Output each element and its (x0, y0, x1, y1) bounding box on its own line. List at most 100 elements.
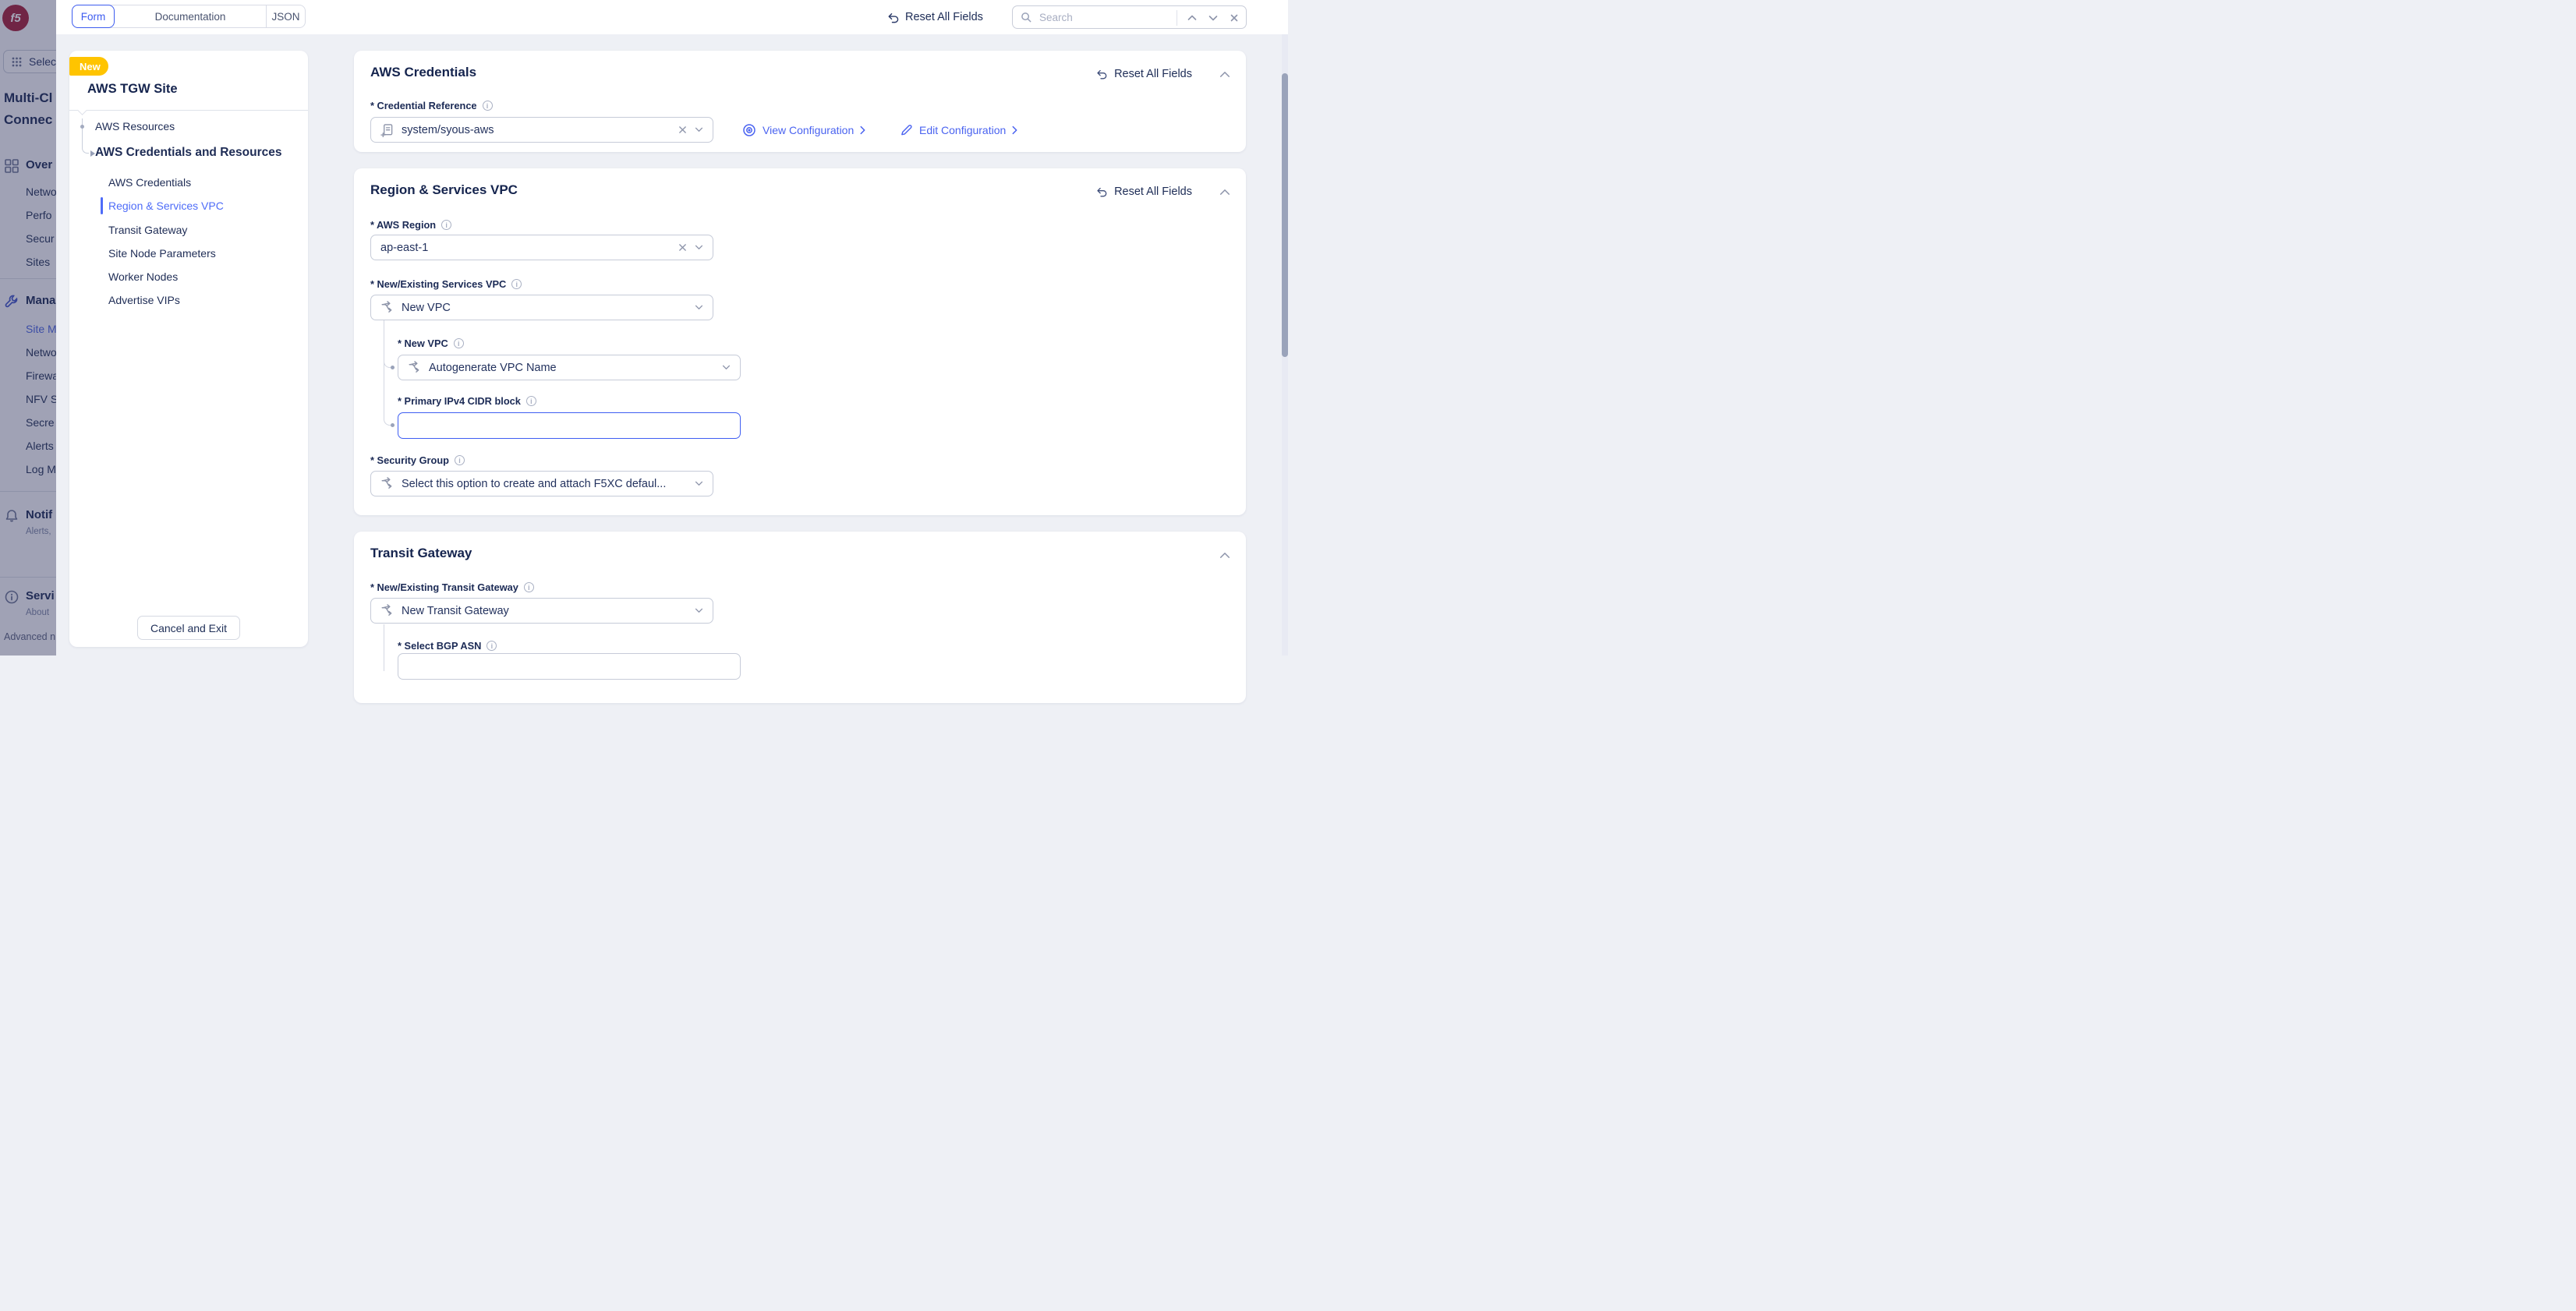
info-icon[interactable] (482, 101, 493, 111)
sidebar-item-performance[interactable]: Perfo (26, 209, 52, 221)
aws-region-select[interactable]: ap-east-1 (370, 235, 713, 260)
sidebar-item-firewall[interactable]: Firewa (26, 369, 56, 382)
section-transit-gateway: Transit Gateway * New/Existing Transit G… (354, 532, 1246, 703)
info-icon[interactable] (453, 338, 464, 348)
new-vpc-select[interactable]: Autogenerate VPC Name (398, 355, 741, 380)
active-item-bar (101, 197, 103, 214)
form-nav-panel: New AWS TGW Site AWS Resources AWS Crede… (69, 51, 308, 647)
info-icon[interactable] (487, 641, 497, 651)
sidebar-item-networking-overview[interactable]: Netwo (26, 186, 56, 198)
reset-all-fields-button[interactable]: Reset All Fields (886, 0, 983, 34)
chevron-down-icon[interactable] (695, 608, 703, 613)
transit-gateway-select[interactable]: New Transit Gateway (370, 598, 713, 624)
chevron-down-icon[interactable] (695, 305, 703, 310)
connector-dot (391, 366, 395, 369)
section-region-services-vpc: Region & Services VPC Reset All Fields *… (354, 168, 1246, 515)
services-vpc-select[interactable]: New VPC (370, 295, 713, 320)
form-title: AWS TGW Site (87, 82, 178, 96)
edit-configuration-link[interactable]: Edit Configuration (900, 117, 1017, 143)
chevron-down-icon[interactable] (722, 365, 731, 370)
view-configuration-link[interactable]: View Configuration (742, 117, 865, 143)
form-nav-item-site-node-parameters[interactable]: Site Node Parameters (108, 247, 216, 260)
tree-dot (80, 124, 84, 129)
sidebar-item-site-management[interactable]: Site M (26, 323, 56, 335)
info-icon[interactable] (523, 582, 534, 592)
credential-reference-select[interactable]: system/syous-aws (370, 117, 713, 143)
pencil-icon (901, 125, 912, 136)
page-scrollbar-track[interactable] (1282, 34, 1288, 656)
sidebar-notifications-subtext: Alerts, (26, 527, 51, 536)
page-scrollbar-thumb[interactable] (1282, 73, 1288, 357)
sidebar-item-security[interactable]: Secur (26, 232, 55, 245)
sidebar-advanced-nav-label[interactable]: Advanced n (4, 631, 56, 642)
section-reset-button[interactable]: Reset All Fields (1114, 186, 1192, 198)
sidebar-divider (0, 577, 56, 578)
chevron-down-icon[interactable] (695, 127, 703, 133)
connector-dot (391, 423, 395, 427)
form-nav-item-aws-credentials-and-resources[interactable]: AWS Credentials and Resources (95, 146, 282, 159)
info-icon[interactable] (441, 220, 452, 230)
form-nav-item-worker-nodes[interactable]: Worker Nodes (108, 270, 179, 283)
cancel-and-exit-button[interactable]: Cancel and Exit (137, 616, 240, 640)
tab-form[interactable]: Form (72, 5, 115, 28)
form-nav-item-advertise-vips[interactable]: Advertise VIPs (108, 294, 180, 306)
modal-top-bar: Form Documentation JSON Reset All Fields (56, 0, 1288, 34)
primary-ipv4-cidr-label: * Primary IPv4 CIDR block (398, 395, 536, 407)
undo-icon (888, 12, 899, 23)
chevron-down-icon[interactable] (695, 481, 703, 486)
primary-ipv4-cidr-input[interactable] (398, 412, 741, 439)
sidebar-item-log-management[interactable]: Log M (26, 463, 56, 475)
security-group-label: * Security Group (370, 454, 465, 466)
chevron-down-icon[interactable] (695, 245, 703, 250)
sidebar-item-overview[interactable]: Over (26, 158, 53, 171)
reset-all-fields-label: Reset All Fields (905, 11, 983, 23)
sidebar-service-subtext: About (26, 608, 50, 617)
info-icon[interactable] (511, 279, 522, 289)
chevron-right-icon (860, 125, 865, 134)
search-close-button[interactable] (1228, 12, 1240, 24)
search-next-button[interactable] (1207, 12, 1219, 24)
search-prev-button[interactable] (1186, 12, 1198, 24)
section-reset-button[interactable]: Reset All Fields (1114, 68, 1192, 80)
search-input[interactable] (1039, 7, 1170, 27)
sidebar-item-notifications[interactable]: Notif (26, 508, 53, 521)
services-vpc-label: * New/Existing Services VPC (370, 278, 522, 290)
form-nav-item-region-services-vpc[interactable]: Region & Services VPC (108, 200, 224, 212)
clear-x-icon[interactable] (678, 243, 687, 252)
services-vpc-value: New VPC (402, 301, 451, 314)
section-title: Transit Gateway (370, 546, 472, 560)
clear-x-icon[interactable] (678, 125, 687, 134)
nav-divider-notch (77, 105, 87, 115)
transit-gateway-label: * New/Existing Transit Gateway (370, 581, 534, 593)
chevron-up-icon[interactable] (1219, 71, 1230, 78)
security-group-select[interactable]: Select this option to create and attach … (370, 471, 713, 496)
aws-region-label: * AWS Region (370, 219, 452, 231)
form-nav-item-aws-resources[interactable]: AWS Resources (95, 120, 175, 133)
chevron-up-icon[interactable] (1219, 552, 1230, 559)
namespace-select-button[interactable]: Selec (3, 50, 56, 73)
info-icon[interactable] (525, 396, 536, 406)
tab-documentation[interactable]: Documentation (154, 10, 226, 23)
sidebar-item-alerts[interactable]: Alerts (26, 440, 54, 452)
new-vpc-label: * New VPC (398, 337, 464, 349)
sidebar-item-networking[interactable]: Netwo (26, 346, 56, 359)
sidebar-item-secrets[interactable]: Secre (26, 416, 55, 429)
branch-icon (381, 604, 392, 616)
sidebar-item-sites[interactable]: Sites (26, 256, 51, 268)
section-title: Region & Services VPC (370, 182, 518, 197)
new-badge: New (69, 57, 108, 76)
tab-json[interactable]: JSON (266, 5, 305, 27)
sidebar-item-service-info[interactable]: Servi (26, 589, 55, 602)
bgp-asn-label: * Select BGP ASN (398, 640, 497, 652)
info-icon[interactable] (454, 455, 465, 465)
form-nav-item-aws-credentials[interactable]: AWS Credentials (108, 176, 192, 189)
sidebar-item-nfv-services[interactable]: NFV S (26, 393, 56, 405)
search-icon (1021, 12, 1031, 23)
form-nav-item-transit-gateway[interactable]: Transit Gateway (108, 224, 188, 236)
bgp-asn-input[interactable] (398, 653, 741, 680)
section-aws-credentials: AWS Credentials Reset All Fields * Crede… (354, 51, 1246, 152)
chevron-up-icon[interactable] (1219, 189, 1230, 196)
app-sidebar: f5 Selec Multi-Cl Connec Over Netwo Perf… (0, 0, 56, 656)
sidebar-item-manage[interactable]: Mana (26, 294, 56, 307)
credential-reference-label: * Credential Reference (370, 100, 493, 111)
